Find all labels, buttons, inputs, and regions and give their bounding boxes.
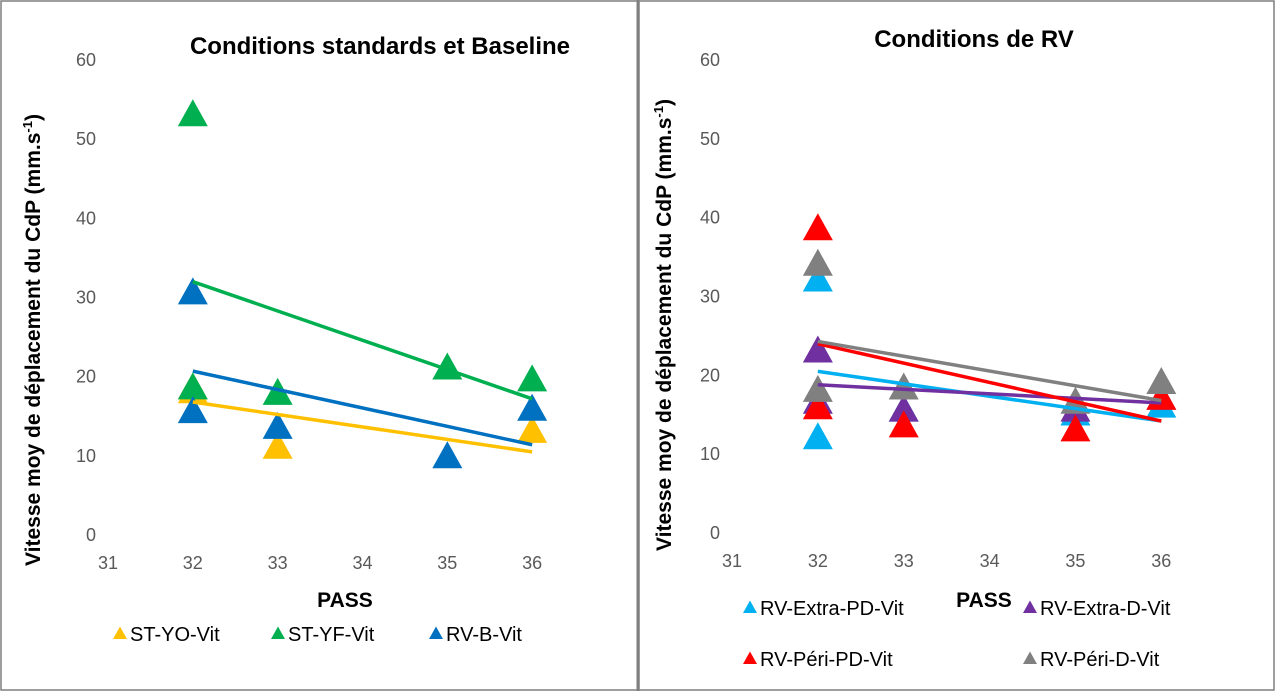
- right-point-RV-Péri-PD-Vit: [1060, 414, 1091, 442]
- right-legend-label: RV-Extra-D-Vit: [1040, 598, 1171, 620]
- left-point-ST-YF-Vit: [262, 377, 293, 405]
- left-point-RV-B-Vit: [177, 277, 208, 305]
- right-y-axis-title-main: Vitesse moy de déplacement du CdP (mm.s: [653, 118, 676, 551]
- left-legend-marker-RV-B-Vit: [429, 626, 443, 640]
- right-trendline-RV-Extra-PD-Vit: [817, 369, 1162, 423]
- left-point-RV-B-Vit: [262, 411, 293, 439]
- right-point-RV-Péri-D-Vit: [802, 374, 833, 402]
- right-legend-marker-RV-Extra-D-Vit: [1023, 600, 1037, 614]
- right-legend: RV-Extra-PD-Vit RV-Extra-D-Vit RV-Péri-PD-…: [743, 598, 1171, 671]
- left-legend-marker-ST-YF-Vit: [271, 626, 285, 640]
- right-x-tick-label: 32: [808, 551, 828, 571]
- right-trendline-RV-Péri-D-Vit: [817, 339, 1162, 403]
- left-axis-ticks: 0 10 20 30 40 50 60 31 32 33 34 35 36: [76, 50, 542, 573]
- left-trendline-ST-YF-Vit: [192, 280, 533, 401]
- right-point-RV-Extra-D-Vit: [802, 335, 833, 363]
- left-point-ST-YF-Vit: [177, 372, 208, 400]
- left-y-tick-label: 10: [76, 446, 96, 466]
- left-trendline-RV-B-Vit: [192, 369, 533, 447]
- right-axis-ticks: 0 10 20 30 40 50 60 31 32 33 34 35 36: [700, 50, 1171, 571]
- left-y-axis-title: Vitesse moy de déplacement du CdP (mm.s-…: [20, 114, 45, 566]
- left-x-tick-label: 34: [352, 553, 372, 573]
- left-legend-label: RV-B-Vit: [446, 624, 522, 646]
- right-x-tick-label: 36: [1151, 551, 1171, 571]
- right-y-tick-label: 40: [700, 208, 720, 228]
- right-point-RV-Péri-PD-Vit: [802, 392, 833, 420]
- left-chart-title: Conditions standards et Baseline: [190, 33, 570, 60]
- left-legend-label: ST-YO-Vit: [130, 624, 220, 646]
- left-y-tick-label: 0: [86, 525, 96, 545]
- left-y-tick-label: 40: [76, 208, 96, 228]
- right-y-axis-title-end: ): [653, 99, 676, 106]
- left-y-axis-title-sup: -1: [20, 121, 35, 133]
- left-point-ST-YO-Vit: [262, 431, 293, 459]
- right-legend-label: RV-Extra-PD-Vit: [760, 598, 904, 620]
- right-y-tick-label: 30: [700, 287, 720, 307]
- left-x-axis-title: PASS: [317, 589, 373, 612]
- left-point-ST-YF-Vit: [517, 364, 548, 392]
- right-point-RV-Extra-D-Vit: [888, 394, 919, 422]
- right-y-axis-title: Vitesse moy de déplacement du CdP (mm.s-…: [651, 99, 676, 551]
- right-y-tick-label: 50: [700, 129, 720, 149]
- right-legend-label: RV-Péri-PD-Vit: [760, 649, 893, 671]
- left-point-ST-YO-Vit: [517, 415, 548, 443]
- right-y-axis-title-sup: -1: [651, 106, 666, 118]
- right-y-tick-label: 20: [700, 365, 720, 385]
- right-point-RV-Péri-D-Vit: [888, 372, 919, 400]
- right-x-tick-label: 35: [1065, 551, 1085, 571]
- right-point-RV-Péri-PD-Vit: [802, 213, 833, 241]
- left-y-axis-title-end: ): [22, 114, 45, 121]
- left-y-tick-label: 60: [76, 50, 96, 70]
- right-y-tick-label: 60: [700, 50, 720, 70]
- right-legend-marker-RV-Péri-PD-Vit: [743, 651, 757, 665]
- left-legend-marker-ST-YO-Vit: [113, 626, 127, 640]
- right-point-RV-Péri-PD-Vit: [888, 410, 919, 438]
- right-point-RV-Péri-D-Vit: [802, 248, 833, 276]
- right-trendline-RV-Péri-PD-Vit: [817, 342, 1162, 423]
- left-point-RV-B-Vit: [432, 441, 463, 469]
- left-y-tick-label: 30: [76, 288, 96, 308]
- left-y-axis-title-main: Vitesse moy de déplacement du CdP (mm.s: [22, 133, 45, 566]
- right-y-tick-label: 10: [700, 444, 720, 464]
- left-legend-label: ST-YF-Vit: [288, 624, 375, 646]
- right-point-RV-Péri-D-Vit: [1146, 367, 1177, 395]
- right-plot-area: [802, 213, 1177, 450]
- right-y-tick-label: 0: [710, 523, 720, 543]
- right-legend-label: RV-Péri-D-Vit: [1040, 649, 1160, 671]
- right-legend-marker-RV-Péri-D-Vit: [1023, 651, 1037, 665]
- right-chart-title: Conditions de RV: [874, 26, 1074, 53]
- right-point-RV-Extra-PD-Vit: [802, 264, 833, 292]
- right-x-tick-label: 34: [980, 551, 1000, 571]
- left-x-tick-label: 32: [183, 553, 203, 573]
- left-legend: ST-YO-Vit ST-YF-Vit RV-B-Vit: [113, 624, 522, 646]
- right-point-RV-Extra-PD-Vit: [802, 422, 833, 450]
- right-trendline-RV-Extra-D-Vit: [817, 383, 1162, 405]
- right-x-tick-label: 33: [894, 551, 914, 571]
- left-trendline-ST-YO-Vit: [192, 400, 533, 454]
- left-x-tick-label: 33: [268, 553, 288, 573]
- left-y-tick-label: 20: [76, 367, 96, 387]
- right-x-axis-title: PASS: [956, 589, 1012, 612]
- left-x-tick-label: 35: [437, 553, 457, 573]
- left-plot-area: [177, 99, 548, 469]
- left-point-ST-YF-Vit: [177, 99, 208, 127]
- right-legend-marker-RV-Extra-PD-Vit: [743, 600, 757, 614]
- left-panel-border: [0, 0, 639, 691]
- left-point-RV-B-Vit: [517, 393, 548, 421]
- right-x-tick-label: 31: [722, 551, 742, 571]
- left-x-tick-label: 31: [98, 553, 118, 573]
- right-panel-border: [638, 0, 1275, 691]
- left-y-tick-label: 50: [76, 129, 96, 149]
- left-point-RV-B-Vit: [177, 396, 208, 424]
- left-x-tick-label: 36: [522, 553, 542, 573]
